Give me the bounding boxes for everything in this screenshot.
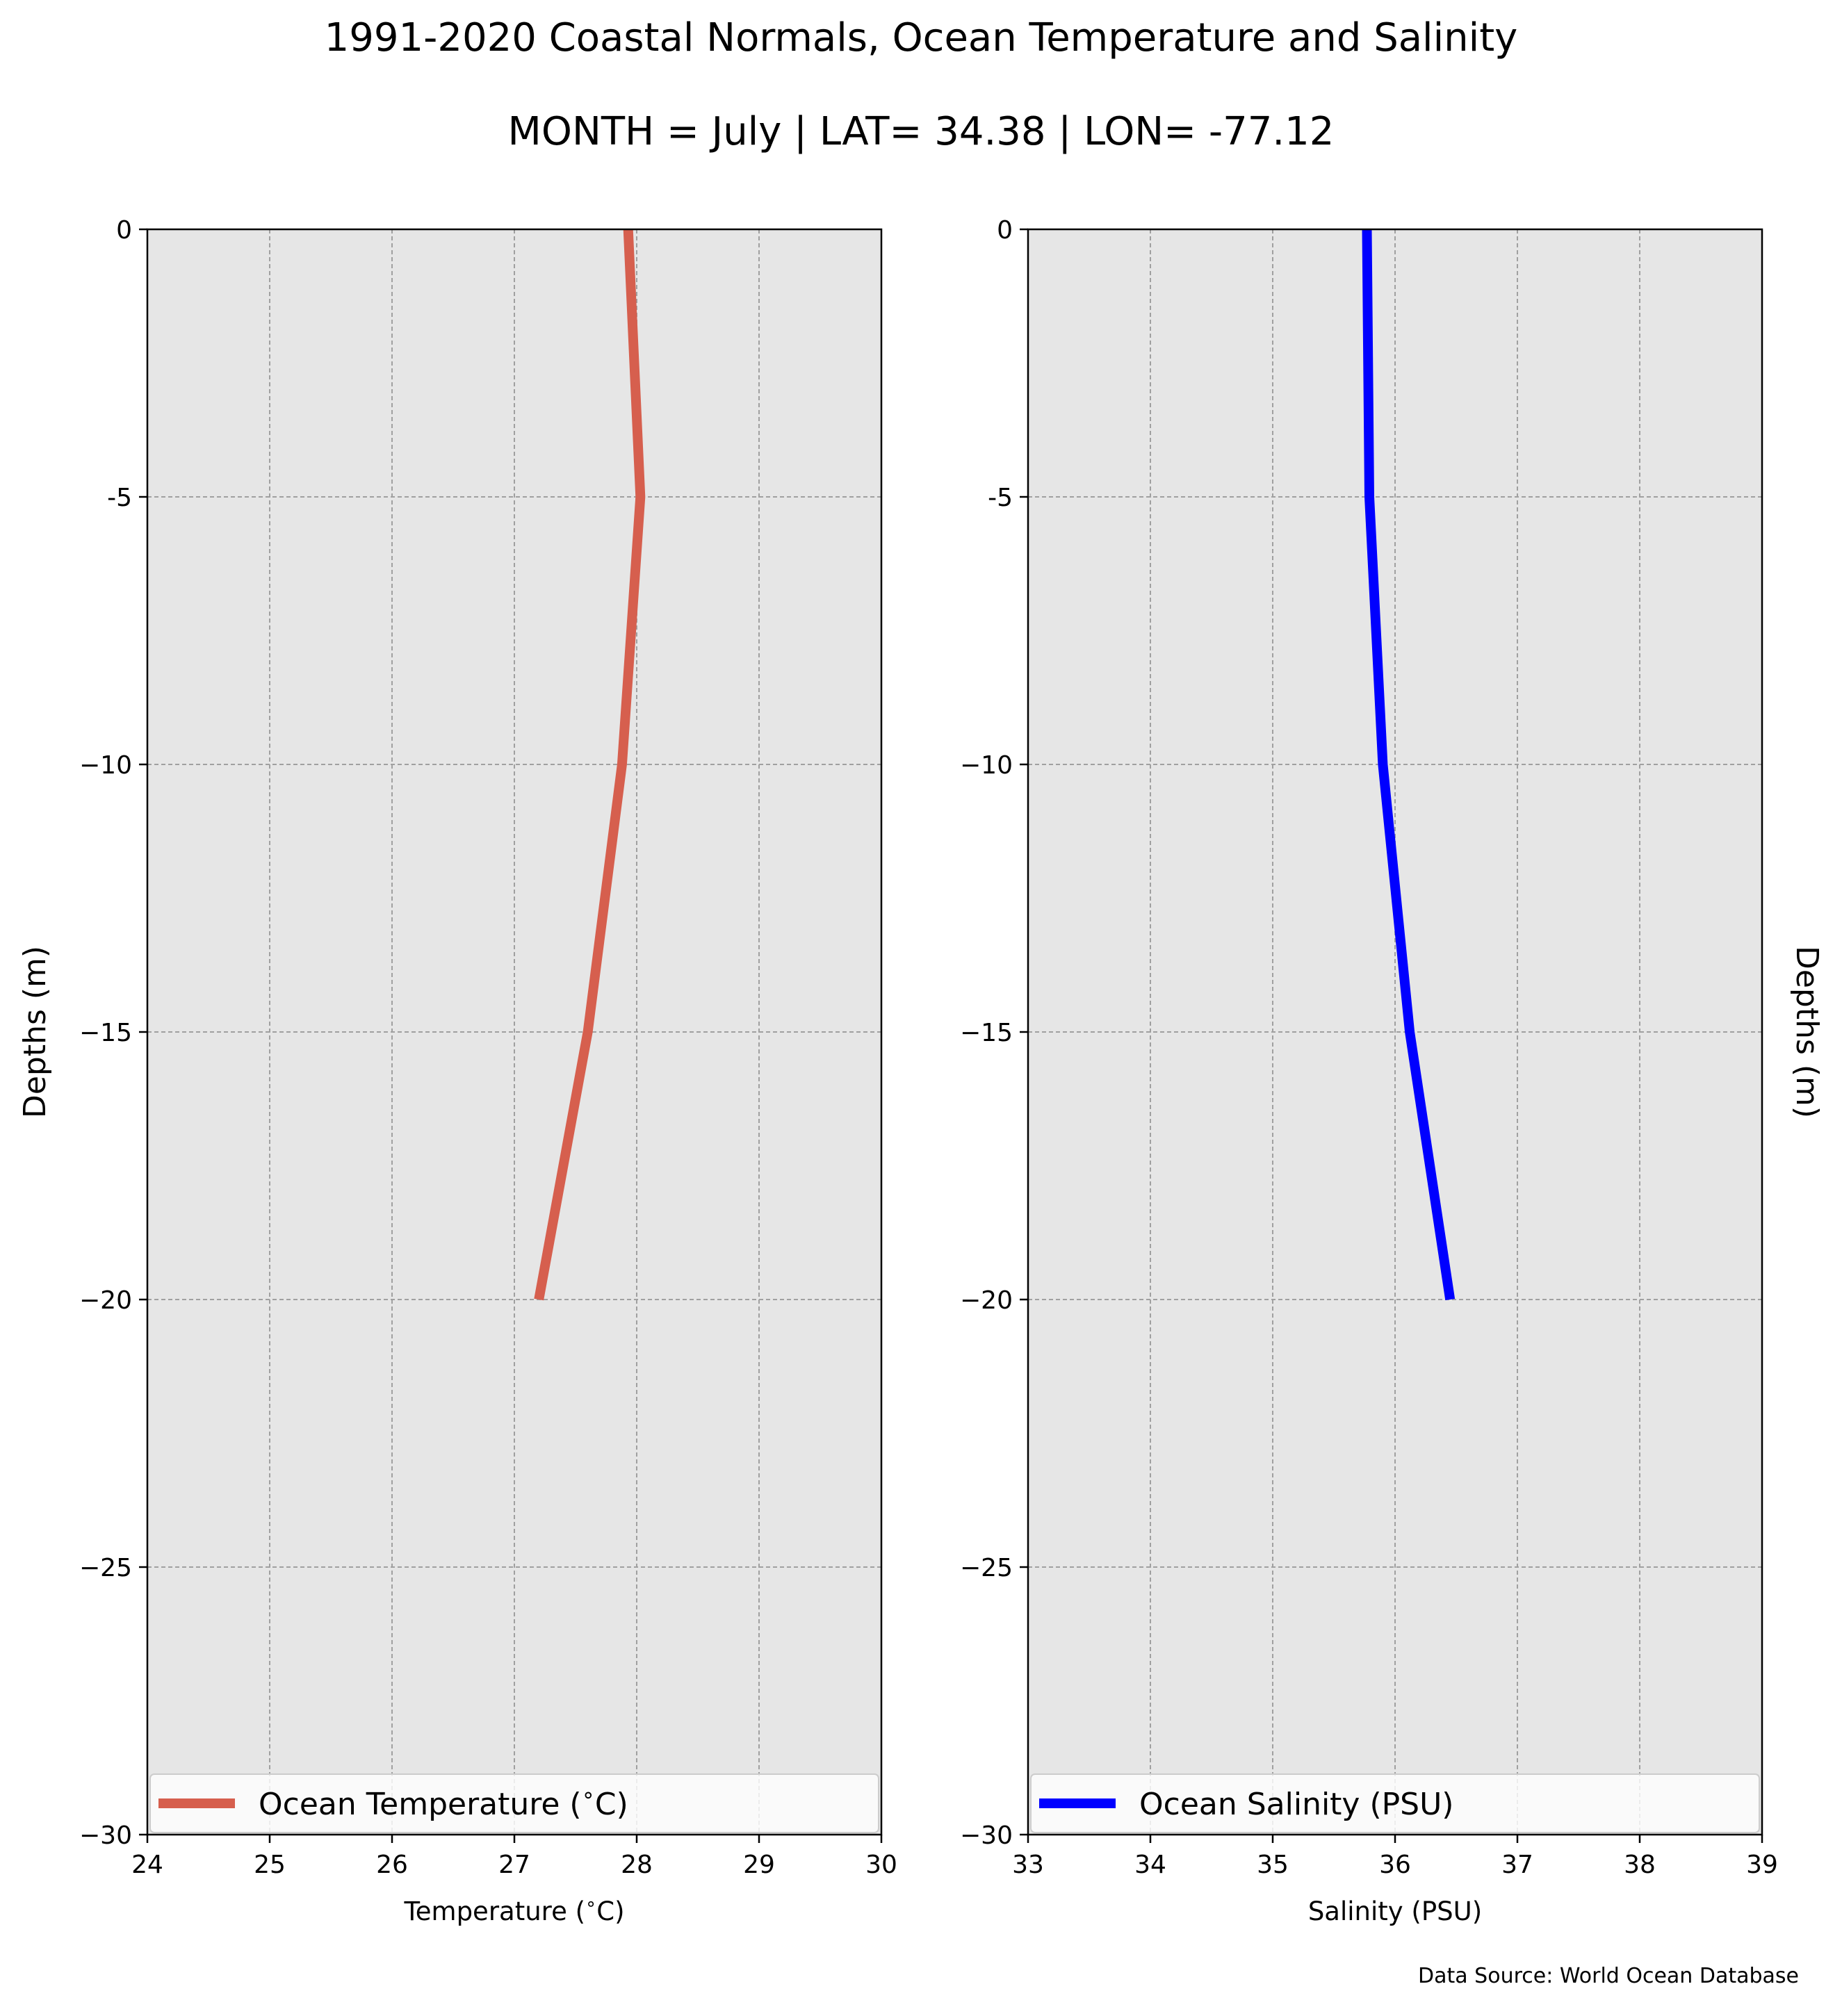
x-tick-label: 35 [1257,1851,1289,1879]
legend-box [1030,1773,1760,1833]
x-tick-label: 37 [1501,1851,1533,1879]
y-tick-label: -5 [988,484,1013,512]
legend-label: Ocean Temperature (∘C) [259,1783,628,1822]
y-tick-label: −25 [960,1554,1013,1582]
x-tick-label: 36 [1379,1851,1411,1879]
y-tick-label: −30 [79,1821,132,1850]
y-tick-label: −10 [960,751,1013,780]
x-tick-label: 38 [1624,1851,1656,1879]
temperature-series-line [534,229,646,1301]
x-tick-label: 33 [1012,1851,1044,1879]
y-tick-label: −20 [79,1286,132,1315]
x-tick-label: 34 [1134,1851,1166,1879]
y-tick-label: −30 [960,1821,1013,1850]
salinity-series-line [1362,229,1456,1301]
y-tick-label: −20 [960,1286,1013,1315]
y-tick-label: −15 [79,1019,132,1047]
y-tick-label: −25 [79,1554,132,1582]
x-tick-label: 29 [743,1851,775,1879]
salinity-panel: Ocean Salinity (PSU) 33 34 35 36 37 38 39 0 -5 −10… [960,216,1825,1926]
x-tick-label: 24 [131,1851,163,1879]
y-tick-label: 0 [997,216,1013,245]
y-axis-label-right: Depths (m) [1789,946,1825,1118]
y-axis-label: Depths (m) [17,946,53,1118]
y-tick-label: −15 [960,1019,1013,1047]
x-tick-label: 39 [1746,1851,1778,1879]
y-tick-label: 0 [116,216,132,245]
y-tick-label: −10 [79,751,132,780]
figure-subtitle: MONTH = July | LAT= 34.38 | LON= -77.12 [507,109,1335,154]
x-axis-label: Salinity (PSU) [1308,1896,1482,1926]
x-axis-label: Temperature (∘C) [403,1894,624,1926]
y-tick-label: -5 [107,484,132,512]
x-tick-label: 27 [498,1851,530,1879]
legend-label: Ocean Salinity (PSU) [1139,1787,1453,1822]
data-source-note: Data Source: World Ocean Database [1418,1964,1799,1988]
temperature-panel: Ocean Temperature (∘C) 24 25 26 27 28 29 30 0 -5 −… [17,216,897,1926]
x-tick-label: 28 [621,1851,653,1879]
x-tick-label: 30 [865,1851,897,1879]
figure-title: 1991-2020 Coastal Normals, Ocean Tempera… [324,15,1518,60]
x-tick-label: 26 [376,1851,408,1879]
legend-box [149,1773,879,1833]
x-tick-label: 25 [254,1851,286,1879]
